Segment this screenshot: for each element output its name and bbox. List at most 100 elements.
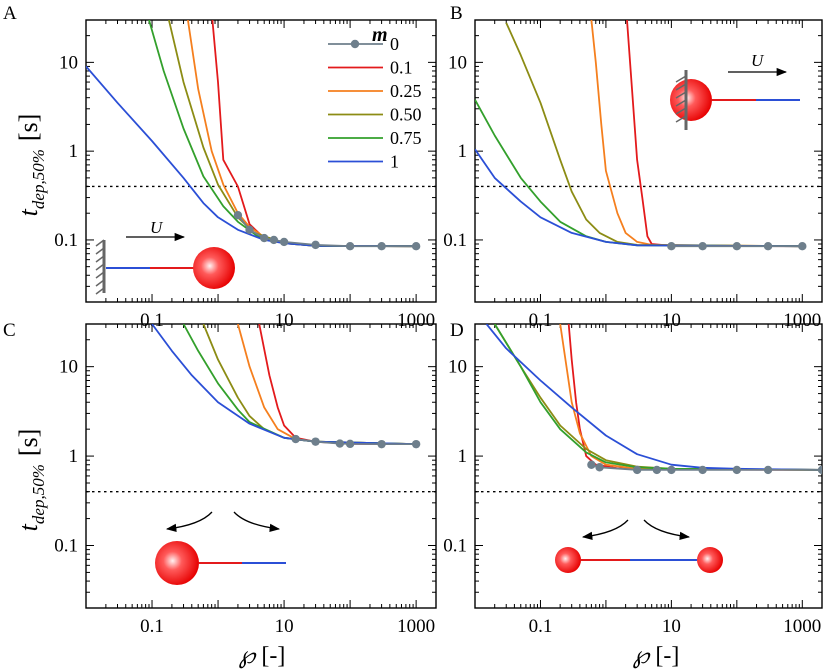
x-axis-symbol: ℘ — [239, 643, 257, 669]
y-axis-unit: [s] — [14, 114, 43, 141]
data-point-m-0 — [245, 225, 254, 235]
data-point-m-0 — [667, 242, 676, 251]
x-tick-label: 10 — [275, 616, 294, 637]
legend-title: m — [372, 24, 388, 46]
data-point-m-0 — [763, 465, 773, 475]
data-point-m-0 — [345, 242, 355, 251]
series-line-m-0.1 — [626, 20, 803, 248]
panel-letter-b: B — [450, 3, 463, 24]
x-axis-unit-2: [-] — [655, 643, 679, 669]
axis-ticks — [85, 19, 437, 303]
y-tick-label: 1 — [69, 141, 79, 162]
x-tick-label: 1000 — [783, 310, 821, 331]
plot-frame — [474, 323, 823, 609]
series-line-m-0.1 — [567, 324, 822, 471]
ball-right — [697, 547, 723, 573]
data-point-m-0 — [763, 242, 773, 251]
x-axis-label-left: ℘ [-] — [239, 643, 286, 669]
x-tick-label: 1000 — [397, 310, 435, 331]
data-point-m-0 — [411, 439, 421, 449]
data-point-m-0 — [587, 460, 596, 469]
y-tick-label: 0.1 — [443, 535, 467, 556]
y-axis-label-top: tdep,50% [s] — [14, 114, 48, 217]
panel-letter-d: D — [450, 320, 464, 341]
data-point-m-0 — [698, 242, 707, 251]
y-tick-label: 10 — [59, 357, 78, 378]
arrow-left — [581, 519, 629, 541]
legend-label: 1 — [390, 152, 399, 172]
wall-hatch — [675, 75, 687, 123]
series-line-m-0.50 — [493, 324, 822, 471]
series-line-m-0.1 — [211, 20, 417, 248]
wall-hatch — [95, 239, 105, 295]
data-point-m-0 — [798, 242, 807, 251]
series-line-m-0.75 — [182, 324, 417, 445]
data-point-m-0 — [269, 235, 279, 245]
arrow-right — [233, 511, 281, 533]
schematic-d — [555, 519, 723, 573]
x-tick-label: 1000 — [783, 616, 821, 637]
ball — [155, 541, 199, 585]
data-point-m-0 — [652, 465, 662, 475]
data-point-m-0 — [411, 242, 421, 251]
series-line-m-0.25 — [559, 324, 822, 471]
legend: m 0 0.1 0.25 0.50 0.75 1 — [328, 24, 422, 172]
data-point-m-0 — [698, 465, 707, 475]
legend-label: 0.1 — [390, 58, 413, 78]
y-tick-label: 1 — [69, 446, 79, 467]
data-point-m-0 — [345, 439, 355, 449]
legend-label: 0.75 — [390, 128, 422, 148]
data-point-m-0 — [595, 463, 604, 472]
series-line-m-1 — [485, 324, 822, 471]
y-tick-label: 0.1 — [443, 230, 467, 251]
series-line-m-0.25 — [237, 324, 417, 445]
series-line-m-0.25 — [590, 20, 803, 248]
series-line-m-0.50 — [202, 324, 417, 445]
schematic-a: U — [95, 218, 235, 295]
velocity-label: U — [751, 51, 765, 70]
series-group — [151, 324, 421, 449]
y-axis-label-sub-2: dep,50% — [29, 464, 48, 524]
plot-frame — [85, 323, 437, 609]
schematic-b: U — [670, 51, 800, 130]
plot-frame — [474, 19, 823, 303]
axis-ticks — [474, 19, 823, 303]
legend-label: 0 — [390, 34, 399, 54]
data-point-m-0 — [667, 465, 676, 475]
data-point-m-0 — [335, 439, 345, 448]
data-point-m-0 — [377, 439, 386, 449]
x-axis-unit: [-] — [261, 643, 285, 669]
data-point-m-0 — [279, 237, 289, 247]
x-tick-label: 0.1 — [529, 616, 553, 637]
series-group — [475, 20, 807, 251]
y-tick-label: 10 — [59, 52, 78, 73]
y-axis-unit-2: [s] — [14, 429, 43, 456]
panel-letter-a: A — [3, 3, 17, 24]
legend-marker — [350, 39, 360, 49]
x-tick-label: 10 — [662, 616, 681, 637]
series-group — [86, 20, 421, 251]
y-axis-label-bottom: tdep,50% [s] — [14, 429, 48, 532]
data-point-m-0 — [311, 437, 320, 446]
data-point-m-0 — [377, 242, 386, 251]
legend-label: 0.50 — [390, 105, 422, 125]
data-point-m-0 — [732, 465, 742, 475]
y-tick-label: 0.1 — [54, 535, 78, 556]
x-tick-label: 1000 — [397, 616, 435, 637]
y-tick-label: 0.1 — [54, 230, 78, 251]
series-line-m-1 — [86, 65, 417, 248]
svg-text:tdep,50%[s]: tdep,50% [s] — [14, 114, 48, 217]
data-point-m-0 — [311, 240, 320, 250]
y-tick-label: 10 — [448, 357, 467, 378]
panel-c: 0.1 10 1000 0.1 1 10 — [54, 323, 437, 637]
axis-ticks — [474, 323, 823, 609]
y-axis-label-main: t — [14, 208, 43, 216]
y-tick-label: 1 — [458, 446, 468, 467]
panel-letter-c: C — [3, 320, 16, 341]
schematic-c — [155, 511, 286, 585]
y-tick-label: 1 — [458, 141, 468, 162]
series-line-m-0.75 — [148, 20, 417, 248]
panel-d: 0.1 10 1000 0.1 1 10 — [443, 323, 823, 637]
